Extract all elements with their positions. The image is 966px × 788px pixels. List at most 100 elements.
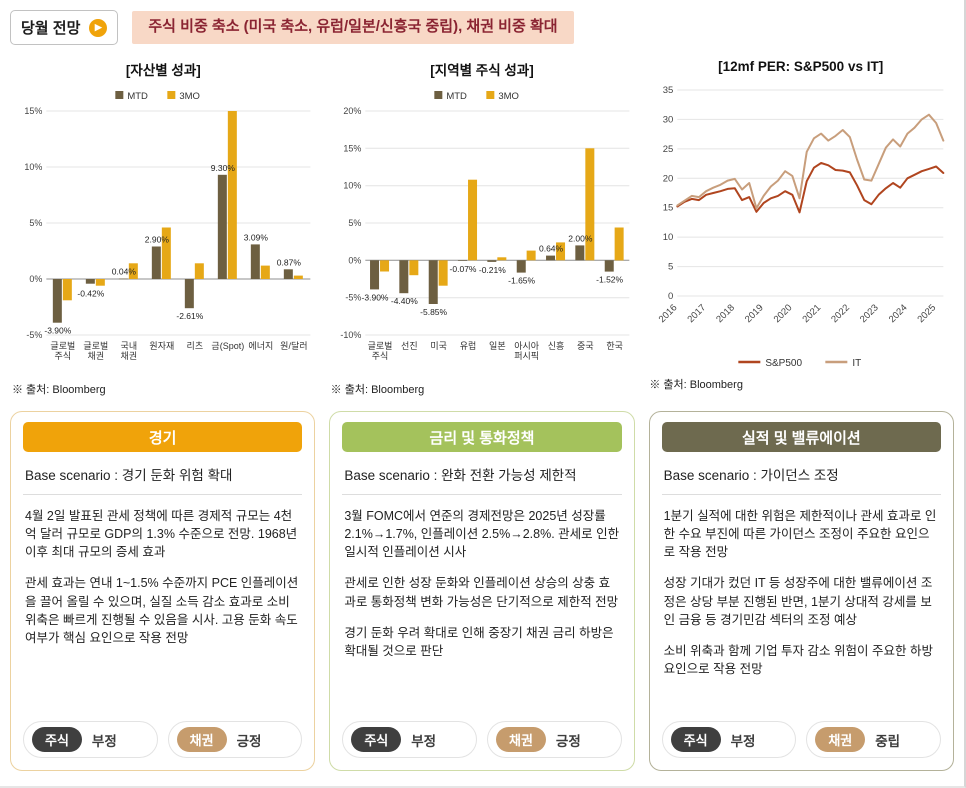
- stock-badge: 주식: [670, 727, 721, 752]
- base-scenario: Base scenario : 완화 전환 가능성 제한적: [344, 468, 577, 483]
- svg-text:2.00%: 2.00%: [568, 233, 593, 243]
- svg-text:0: 0: [668, 291, 673, 302]
- stock-badge: 주식: [32, 727, 82, 752]
- svg-text:5: 5: [668, 262, 673, 273]
- svg-text:선진: 선진: [401, 341, 418, 351]
- svg-text:-5%: -5%: [345, 293, 361, 303]
- svg-text:20%: 20%: [343, 106, 361, 116]
- svg-text:35: 35: [663, 85, 674, 96]
- svg-text:글로벌: 글로벌: [367, 341, 392, 351]
- svg-text:국내: 국내: [121, 341, 138, 351]
- svg-text:MTD: MTD: [127, 91, 148, 102]
- bond-stance-pill: 채권 긍정: [487, 721, 622, 758]
- svg-text:3.09%: 3.09%: [244, 232, 269, 242]
- base-scenario: Base scenario : 가이던스 조정: [663, 468, 839, 483]
- stock-badge: 주식: [351, 727, 402, 752]
- svg-text:10: 10: [663, 232, 674, 243]
- svg-text:0%: 0%: [348, 255, 361, 265]
- divider: [661, 494, 941, 495]
- monthly-outlook-badge: 당월 전망 ▶: [10, 10, 119, 45]
- svg-text:0.87%: 0.87%: [277, 257, 302, 267]
- svg-text:-5.85%: -5.85%: [420, 307, 447, 317]
- panel-footer: 주식 부정 채권 긍정: [23, 721, 303, 758]
- regional-equity-section: [지역별 주식 성과] -10% -5% 0% 5% 10% 15% 20% MTD 3MO -3…: [329, 57, 636, 397]
- svg-text:2.90%: 2.90%: [145, 235, 170, 245]
- svg-text:중국: 중국: [577, 341, 594, 351]
- svg-text:-5%: -5%: [26, 330, 42, 340]
- stock-stance-pill: 주식 부정: [342, 721, 477, 758]
- svg-text:글로벌: 글로벌: [83, 341, 108, 351]
- svg-text:3MO: 3MO: [179, 91, 200, 102]
- panel-paragraph: 3월 FOMC에서 연준의 경제전망은 2025년 성장률 2.1%→1.7%,…: [344, 509, 620, 560]
- svg-text:10%: 10%: [24, 162, 42, 172]
- svg-text:2020: 2020: [772, 302, 795, 325]
- panel-earnings-header: 실적 및 밸류에이션: [661, 422, 941, 452]
- divider: [342, 494, 622, 495]
- svg-text:유럽: 유럽: [459, 341, 476, 351]
- svg-text:원/달러: 원/달러: [280, 340, 307, 351]
- svg-text:-4.40%: -4.40%: [391, 296, 418, 306]
- svg-text:25: 25: [663, 144, 674, 155]
- svg-text:15%: 15%: [343, 143, 361, 153]
- per-comparison-section: [12mf PER: S&P500 vs IT] 0 5 10 15 20 25 30 35 2…: [647, 57, 954, 397]
- panel-paragraph: 1분기 실적에 대한 위험은 제한적이나 관세 효과로 인한 수요 부진에 따른…: [663, 509, 937, 560]
- svg-text:15%: 15%: [24, 106, 42, 116]
- svg-text:2022: 2022: [830, 302, 853, 325]
- svg-text:채권: 채권: [88, 350, 105, 361]
- bond-stance-pill: 채권 긍정: [167, 721, 303, 758]
- svg-text:IT: IT: [853, 358, 862, 369]
- top-bar: 당월 전망 ▶ 주식 비중 축소 (미국 축소, 유럽/일본/신흥국 중립), …: [10, 10, 954, 45]
- svg-text:2017: 2017: [686, 302, 709, 325]
- svg-text:-0.42%: -0.42%: [77, 289, 104, 299]
- panel-paragraph: 관세 효과는 연내 1~1.5% 수준까지 PCE 인플레이션을 끌어 올릴 수…: [25, 576, 299, 645]
- svg-text:2024: 2024: [887, 302, 910, 325]
- svg-text:-0.21%: -0.21%: [479, 265, 506, 275]
- panel-footer: 주식 부정 채권 긍정: [342, 721, 622, 758]
- svg-text:2025: 2025: [916, 302, 939, 325]
- svg-text:5%: 5%: [348, 218, 361, 228]
- svg-text:5%: 5%: [29, 218, 42, 228]
- stock-stance-pill: 주식 부정: [661, 721, 797, 758]
- svg-text:10%: 10%: [343, 181, 361, 191]
- panel-footer: 주식 부정 채권 중립: [661, 721, 941, 758]
- panel-paragraph: 성장 기대가 컸던 IT 등 성장주에 대한 밸류에이션 조정은 상당 부분 진…: [663, 576, 933, 627]
- panel-economy-header: 경기: [23, 422, 303, 452]
- chart-source: ※ 출처: Bloomberg: [12, 384, 106, 396]
- panel-economy: 경기 Base scenario : 경기 둔화 위험 확대 4월 2일 발표된…: [10, 411, 316, 771]
- svg-text:2019: 2019: [743, 302, 766, 325]
- svg-text:2016: 2016: [657, 302, 680, 325]
- panel-paragraph: 4월 2일 발표된 관세 정책에 따른 경제적 규모는 4천억 달러 규모로 G…: [25, 509, 298, 560]
- svg-text:금(Spot): 금(Spot): [211, 341, 244, 351]
- svg-text:-1.52%: -1.52%: [596, 275, 623, 285]
- svg-text:글로벌: 글로벌: [50, 341, 75, 351]
- svg-text:0.64%: 0.64%: [539, 244, 564, 254]
- svg-text:0.04%: 0.04%: [112, 267, 137, 277]
- panel-paragraph: 관세로 인한 성장 둔화와 인플레이션 상승의 상충 효과로 통화정책 변화 가…: [344, 576, 619, 609]
- svg-text:-2.61%: -2.61%: [176, 311, 203, 321]
- svg-text:미국: 미국: [430, 341, 447, 351]
- panel-rates-header: 금리 및 통화정책: [342, 422, 622, 452]
- svg-text:원자재: 원자재: [149, 341, 174, 351]
- svg-text:30: 30: [663, 114, 674, 125]
- monthly-outlook-label: 당월 전망: [21, 20, 81, 37]
- asset-performance-section: [자산별 성과] -5% 0% 5% 10% 15% MTD 3MO -3.90% 글로벌 주식 -…: [10, 57, 317, 397]
- svg-text:-3.90%: -3.90%: [361, 293, 388, 303]
- arrow-icon: ▶: [89, 18, 108, 37]
- svg-text:한국: 한국: [606, 341, 623, 351]
- base-scenario: Base scenario : 경기 둔화 위험 확대: [25, 468, 233, 483]
- bond-badge: 채권: [815, 727, 866, 752]
- svg-text:아시아: 아시아: [514, 341, 540, 351]
- panel-body: 4월 2일 발표된 관세 정책에 따른 경제적 규모는 4천억 달러 규모로 G…: [23, 495, 302, 721]
- chart-source: ※ 출처: Bloomberg: [330, 384, 425, 396]
- bond-stance-text: 중립: [875, 733, 901, 749]
- svg-text:2018: 2018: [715, 302, 738, 325]
- svg-text:2023: 2023: [858, 302, 881, 325]
- chart-title-asset: [자산별 성과]: [125, 63, 201, 78]
- stock-stance-text: 부정: [730, 733, 756, 749]
- svg-text:15: 15: [663, 203, 674, 214]
- svg-text:-10%: -10%: [340, 330, 361, 340]
- svg-text:퍼시픽: 퍼시픽: [514, 351, 539, 361]
